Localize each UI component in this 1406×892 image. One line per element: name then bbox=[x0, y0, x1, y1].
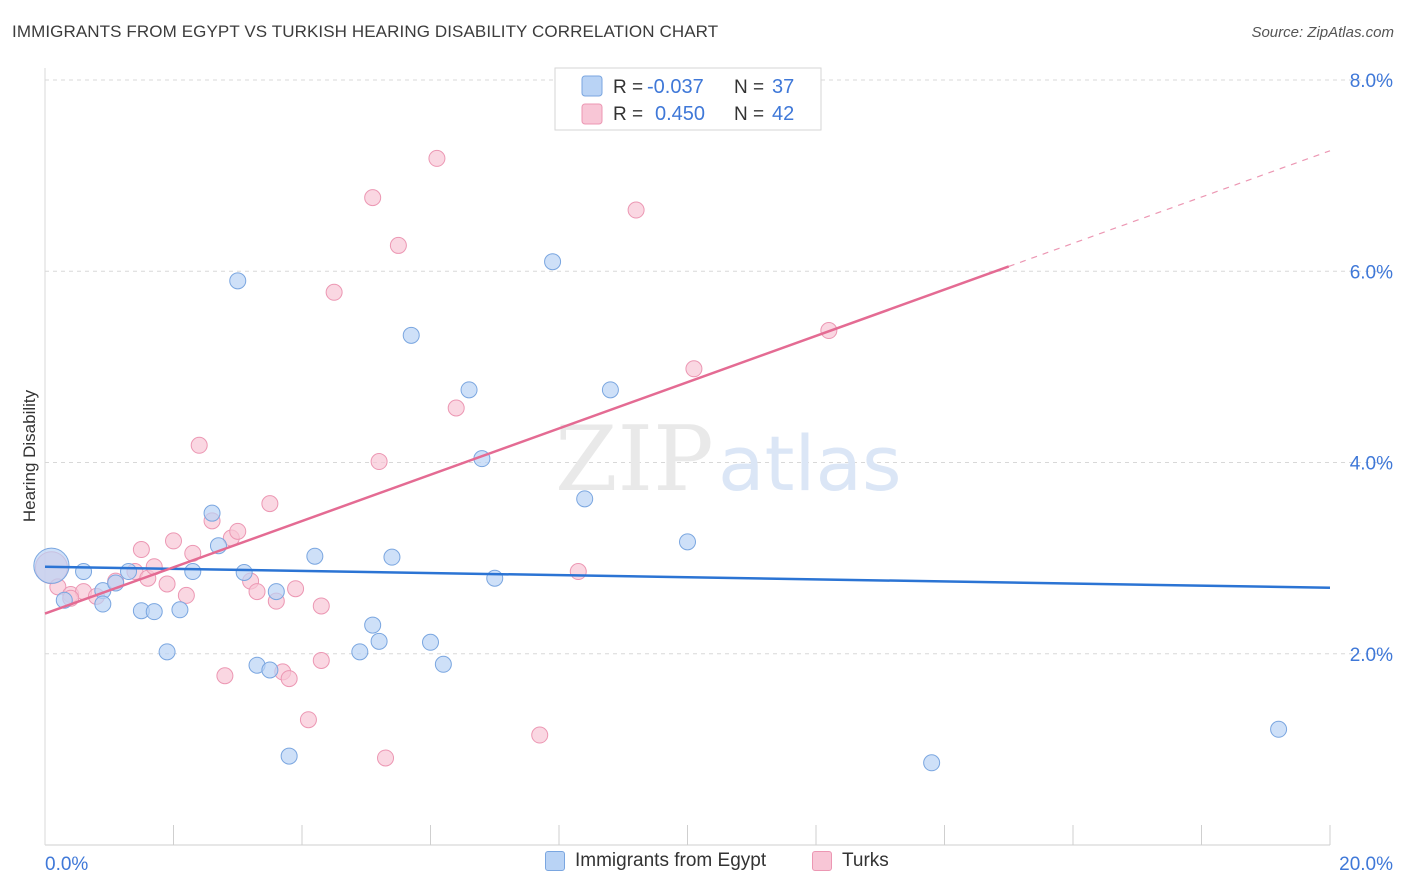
turks-point bbox=[248, 583, 266, 601]
zipatlas-watermark: ZIP atlas bbox=[555, 407, 902, 512]
turks-r-value: 0.450 bbox=[655, 103, 705, 125]
turks-point bbox=[312, 651, 330, 669]
legend-item-turks[interactable]: Turks bbox=[812, 850, 889, 872]
turks-trend-extension bbox=[1008, 150, 1331, 268]
egypt-point bbox=[184, 563, 202, 581]
egypt-r-value: -0.037 bbox=[647, 76, 704, 98]
egypt-point bbox=[601, 381, 619, 399]
turks-point bbox=[389, 236, 407, 254]
chart-source: Source: ZipAtlas.com bbox=[1251, 24, 1394, 41]
bottom-legend: Immigrants from Egypt Turks bbox=[0, 850, 1406, 878]
egypt-point bbox=[145, 603, 163, 621]
watermark-atlas: atlas bbox=[718, 419, 902, 508]
x-axis-ticks bbox=[44, 825, 1331, 845]
y-tick-label: 8.0% bbox=[1350, 71, 1393, 92]
egypt-point bbox=[94, 595, 112, 613]
turks-n-label: N = bbox=[734, 104, 764, 125]
turks-point bbox=[261, 495, 279, 513]
y-tick-label: 6.0% bbox=[1350, 262, 1393, 283]
x-axis-tick-labels: 0.0% 20.0% bbox=[45, 854, 1393, 875]
y-axis-tick-labels: 2.0% 4.0% 6.0% 8.0% bbox=[1350, 71, 1393, 666]
turks-point bbox=[229, 522, 247, 540]
egypt-legend-swatch bbox=[581, 75, 603, 97]
legend-label-turks: Turks bbox=[842, 850, 889, 871]
x-tick-label: 0.0% bbox=[45, 854, 88, 875]
turks-point bbox=[165, 532, 182, 550]
egypt-point bbox=[383, 548, 401, 566]
egypt-point bbox=[235, 563, 253, 581]
egypt-points bbox=[33, 253, 1288, 772]
egypt-point bbox=[576, 490, 594, 508]
egypt-point bbox=[364, 616, 382, 634]
egypt-point bbox=[402, 326, 420, 344]
egypt-r-label: R = bbox=[613, 77, 643, 98]
turks-point bbox=[364, 189, 382, 207]
turks-point bbox=[132, 541, 150, 559]
turks-point bbox=[287, 580, 305, 598]
egypt-point bbox=[370, 632, 388, 650]
egypt-point bbox=[267, 583, 285, 601]
turks-swatch bbox=[812, 851, 832, 871]
egypt-point bbox=[158, 643, 176, 661]
egypt-point bbox=[229, 272, 247, 290]
turks-n-value: 42 bbox=[772, 103, 794, 125]
egypt-point bbox=[75, 563, 93, 581]
egypt-swatch bbox=[545, 851, 565, 871]
stats-legend: R = -0.037 N = 37 R = 0.450 N = 42 bbox=[554, 67, 822, 131]
gridlines bbox=[45, 79, 1392, 655]
turks-point bbox=[299, 711, 317, 729]
egypt-point bbox=[1270, 720, 1288, 738]
turks-point bbox=[158, 575, 176, 593]
y-tick-label: 2.0% bbox=[1350, 645, 1393, 666]
turks-point bbox=[190, 436, 208, 454]
egypt-point bbox=[203, 504, 221, 522]
legend-label-egypt: Immigrants from Egypt bbox=[575, 850, 767, 871]
egypt-point bbox=[679, 533, 696, 551]
egypt-point bbox=[351, 643, 369, 661]
turks-trend-line bbox=[44, 265, 1010, 615]
egypt-n-value: 37 bbox=[772, 76, 794, 98]
turks-legend-swatch bbox=[581, 103, 603, 125]
turks-point bbox=[325, 283, 343, 301]
turks-point bbox=[370, 453, 388, 471]
egypt-point bbox=[486, 569, 504, 587]
egypt-point bbox=[923, 754, 941, 772]
egypt-point bbox=[544, 253, 562, 271]
turks-point bbox=[377, 749, 395, 767]
turks-point bbox=[569, 563, 587, 581]
turks-point bbox=[447, 399, 465, 417]
turks-point bbox=[531, 726, 549, 744]
turks-point bbox=[627, 201, 645, 219]
turks-point bbox=[177, 586, 195, 604]
egypt-n-label: N = bbox=[734, 77, 764, 98]
egypt-point bbox=[434, 655, 452, 673]
egypt-trend-line bbox=[44, 565, 1331, 590]
turks-points bbox=[34, 149, 838, 767]
turks-point bbox=[685, 360, 703, 378]
egypt-point bbox=[120, 563, 138, 581]
chart-title: IMMIGRANTS FROM EGYPT VS TURKISH HEARING… bbox=[12, 22, 719, 41]
turks-point bbox=[280, 670, 298, 688]
egypt-point bbox=[171, 601, 189, 619]
turks-r-label: R = bbox=[613, 104, 643, 125]
y-axis-label: Hearing Disability bbox=[20, 389, 39, 522]
egypt-point bbox=[422, 633, 439, 651]
egypt-point bbox=[261, 661, 279, 679]
egypt-point bbox=[306, 547, 324, 565]
y-tick-label: 4.0% bbox=[1350, 454, 1393, 475]
turks-point bbox=[216, 667, 234, 685]
legend-item-egypt[interactable]: Immigrants from Egypt bbox=[545, 850, 766, 872]
trend-lines bbox=[44, 150, 1331, 615]
turks-point bbox=[428, 149, 446, 167]
egypt-point bbox=[460, 381, 478, 399]
egypt-point bbox=[280, 747, 298, 765]
x-tick-label: 20.0% bbox=[1339, 854, 1393, 875]
turks-point bbox=[312, 597, 330, 615]
